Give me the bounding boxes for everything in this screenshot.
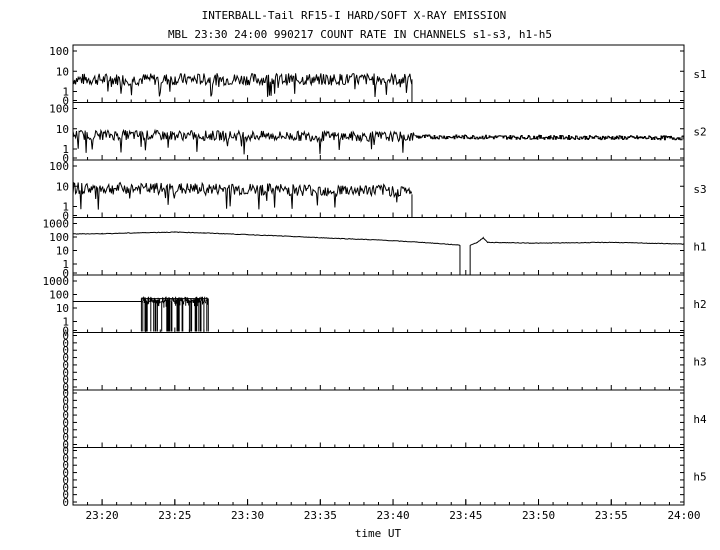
x-tick-label: 23:55 <box>595 509 628 522</box>
y-tick-label-h3: 0 <box>62 352 69 365</box>
y-tick-label-s3: 100 <box>49 160 69 173</box>
y-tick-label-h2: 0 <box>62 325 69 338</box>
y-tick-label-h1: 1 <box>62 258 69 271</box>
y-tick-label-h1: 10 <box>56 245 69 258</box>
y-tick-label-h4: 0 <box>62 394 69 407</box>
series-line-h1 <box>72 231 461 246</box>
x-tick-label: 23:20 <box>86 509 119 522</box>
series-line-s2 <box>72 128 415 155</box>
y-tick-label-h2: 1 <box>62 316 69 329</box>
series-line-s1 <box>72 72 413 98</box>
y-tick-label-h4: 0 <box>62 387 69 400</box>
panel-frame-h2 <box>72 274 685 333</box>
series-line-after-h1 <box>469 236 685 246</box>
y-tick-label-h3: 0 <box>62 337 69 350</box>
panel-label-s1: s1 <box>693 68 706 81</box>
panel-frame-s3 <box>72 159 685 218</box>
y-tick-label-h3: 0 <box>62 381 69 394</box>
y-tick-label-h5: 0 <box>62 496 69 509</box>
y-tick-label-s3: 10 <box>56 180 69 193</box>
panel-s1: s1 100 10 10 <box>49 44 707 108</box>
y-tick-label-s2: 100 <box>49 103 69 116</box>
x-tick-label: 23:35 <box>304 509 337 522</box>
panel-frame-h4 <box>72 389 685 448</box>
y-tick-label-h2: 100 <box>49 289 69 302</box>
series-burst-h2 <box>140 296 209 332</box>
panel-frame-s2 <box>72 102 685 161</box>
y-tick-label-h4: 0 <box>62 409 69 422</box>
panel-frame-h1 <box>72 217 685 276</box>
panel-label-h3: h3 <box>693 355 706 368</box>
y-tick-label-s2: 0 <box>62 152 69 165</box>
y-tick-label-h2: 10 <box>56 302 69 315</box>
panel-frame-h5 <box>72 447 685 506</box>
panel-frame-s1 <box>72 44 685 103</box>
panel-s3: s3 100 10 10 <box>49 159 707 223</box>
y-tick-label-h4: 0 <box>62 424 69 437</box>
y-tick-label-s3: 1 <box>62 201 69 214</box>
y-tick-label-s1: 100 <box>49 45 69 58</box>
y-tick-label-h4: 0 <box>62 431 69 444</box>
y-tick-label-h5: 0 <box>62 481 69 494</box>
y-tick-label-h4: 0 <box>62 402 69 415</box>
panel-label-h4: h4 <box>693 413 707 426</box>
y-tick-label-h5: 0 <box>62 474 69 487</box>
series-gap-h1 <box>459 245 471 275</box>
x-tick-label: 23:25 <box>158 509 191 522</box>
panel-label-h5: h5 <box>693 470 706 483</box>
y-tick-label-s2: 10 <box>56 123 69 136</box>
chart-title: INTERBALL-Tail RF15-I HARD/SOFT X-RAY EM… <box>202 9 507 22</box>
y-tick-label-h5: 0 <box>62 467 69 480</box>
y-tick-label-h5: 0 <box>62 452 69 465</box>
y-tick-label-s3: 0 <box>62 210 69 223</box>
y-tick-label-h4: 0 <box>62 416 69 429</box>
panel-label-h2: h2 <box>693 298 706 311</box>
series-line-s3 <box>72 181 413 210</box>
x-tick-label: 23:40 <box>376 509 409 522</box>
panel-s2: s2 100 10 10 <box>49 102 707 165</box>
chart-subtitle: MBL 23:30 24:00 990217 COUNT RATE IN CHA… <box>168 28 552 41</box>
y-tick-label-h1: 0 <box>62 267 69 280</box>
x-tick-label: 23:50 <box>522 509 555 522</box>
y-tick-label-h4: 0 <box>62 439 69 452</box>
y-tick-label-h5: 0 <box>62 489 69 502</box>
y-tick-label-h3: 0 <box>62 374 69 387</box>
x-axis-label: time UT <box>355 527 402 540</box>
y-tick-label-h3: 0 <box>62 330 69 343</box>
panel-label-s3: s3 <box>693 183 706 196</box>
x-tick-label: 23:45 <box>449 509 482 522</box>
panel-frame-h3 <box>72 332 685 391</box>
y-tick-label-s1: 10 <box>56 65 69 78</box>
x-tick-label: 23:30 <box>231 509 264 522</box>
y-tick-label-s1: 0 <box>62 95 69 108</box>
series-line-s2 <box>414 134 685 141</box>
y-tick-label-h3: 0 <box>62 366 69 379</box>
y-tick-label-h1: 1000 <box>43 218 70 231</box>
y-tick-label-h2: 1000 <box>43 275 70 288</box>
y-tick-label-h1: 100 <box>49 231 69 244</box>
x-tick-label: 24:00 <box>667 509 700 522</box>
panel-label-s2: s2 <box>693 125 706 138</box>
y-tick-label-h3: 0 <box>62 359 69 372</box>
y-tick-label-s1: 1 <box>62 86 69 99</box>
y-tick-label-s2: 1 <box>62 143 69 156</box>
y-tick-label-h3: 0 <box>62 344 69 357</box>
y-tick-label-h5: 0 <box>62 459 69 472</box>
y-tick-label-h5: 0 <box>62 445 69 458</box>
panel-label-h1: h1 <box>693 240 706 253</box>
